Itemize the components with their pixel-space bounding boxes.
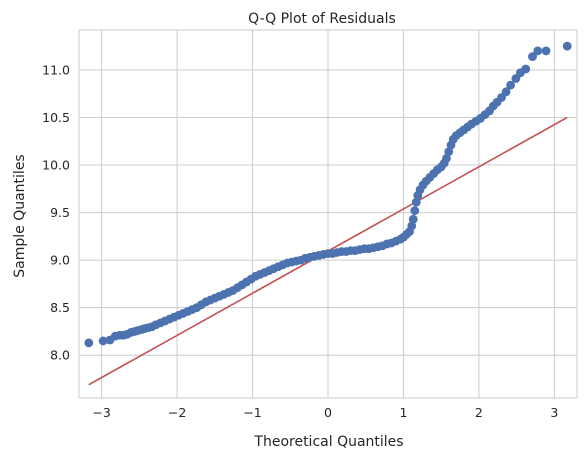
y-tick-label: 10.0 <box>42 158 70 173</box>
data-point <box>541 46 551 56</box>
data-point <box>98 336 108 346</box>
y-tick-label: 8.0 <box>50 348 70 363</box>
data-point <box>411 197 421 207</box>
x-tick-label: 3 <box>550 405 558 420</box>
y-tick-label: 8.5 <box>50 300 70 315</box>
data-point <box>407 221 417 231</box>
x-tick-labels: −3 −2 −1 0 1 2 3 <box>92 405 558 420</box>
data-point <box>501 87 511 97</box>
x-tick-label: −1 <box>243 405 261 420</box>
chart-title: Q-Q Plot of Residuals <box>248 11 396 27</box>
data-point <box>408 214 418 224</box>
data-point <box>521 64 531 74</box>
x-tick-label: 1 <box>399 405 407 420</box>
y-tick-label: 9.0 <box>50 253 70 268</box>
y-tick-label: 11.0 <box>42 62 70 77</box>
y-tick-labels: 8.0 8.5 9.0 9.5 10.0 10.5 11.0 <box>42 62 70 362</box>
data-point <box>506 80 515 90</box>
y-tick-label: 10.5 <box>42 110 70 125</box>
data-point <box>562 41 572 51</box>
x-tick-label: 2 <box>475 405 483 420</box>
x-tick-label: 0 <box>324 405 332 420</box>
y-axis-label: Sample Quantiles <box>12 154 28 277</box>
data-point <box>533 46 543 56</box>
x-axis-label: Theoretical Quantiles <box>253 434 403 450</box>
data-point <box>84 338 94 348</box>
data-point <box>442 153 451 163</box>
x-tick-label: −2 <box>168 405 186 420</box>
x-tick-label: −3 <box>92 405 110 420</box>
y-tick-label: 9.5 <box>50 205 70 220</box>
grid-lines <box>79 30 577 398</box>
scatter-points-layer <box>84 41 572 348</box>
data-point <box>528 52 537 62</box>
plot-frame <box>78 29 578 399</box>
data-point <box>444 147 454 157</box>
data-point <box>410 206 420 216</box>
